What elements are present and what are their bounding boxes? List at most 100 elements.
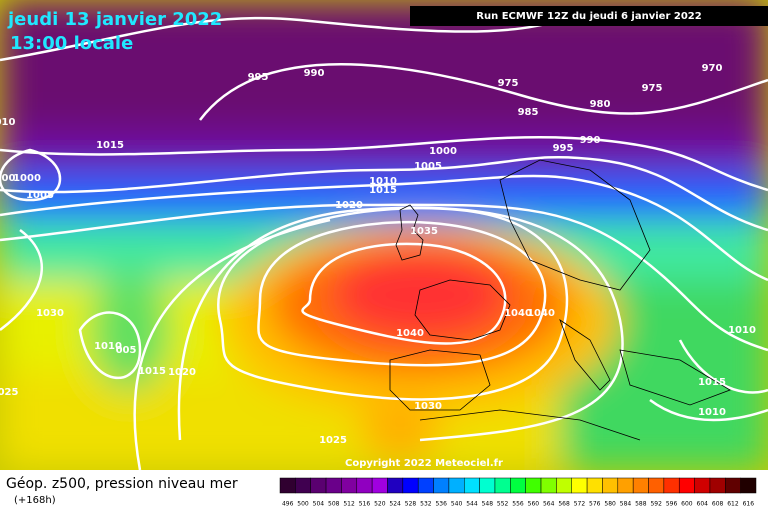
scale-label: 576 bbox=[589, 501, 601, 508]
scale-swatch bbox=[709, 477, 726, 494]
scale-label: 496 bbox=[282, 501, 294, 508]
isobar-label: 1015 bbox=[96, 140, 124, 151]
scale-label: 508 bbox=[328, 501, 340, 508]
scale-swatch bbox=[602, 477, 619, 494]
scale-label: 548 bbox=[482, 501, 494, 508]
run-info: Run ECMWF 12Z du jeudi 6 janvier 2022 bbox=[476, 11, 701, 22]
time: 13:00 locale bbox=[10, 33, 133, 54]
scale-label: 560 bbox=[528, 501, 540, 508]
isobar-label: 1005 bbox=[414, 161, 442, 172]
scale-label: 528 bbox=[405, 501, 417, 508]
isobar-label: 1010 bbox=[698, 407, 726, 418]
scale-swatch bbox=[417, 477, 434, 494]
scale-swatch bbox=[341, 477, 358, 494]
map-background bbox=[0, 0, 768, 470]
scale-label: 536 bbox=[435, 501, 447, 508]
scale-label: 600 bbox=[681, 501, 693, 508]
scale-label: 540 bbox=[451, 501, 463, 508]
scale-swatch bbox=[310, 477, 327, 494]
isobar-label: 995 bbox=[248, 72, 269, 83]
coastlines bbox=[389, 159, 731, 441]
copyright: Copyright 2022 Meteociel.fr bbox=[345, 458, 503, 469]
scale-swatch bbox=[663, 477, 680, 494]
isobar-label: 1025 bbox=[319, 435, 347, 446]
isobar-label: 1040 bbox=[504, 308, 532, 319]
isobar-label: 000 bbox=[0, 173, 15, 184]
scale-label: 552 bbox=[497, 501, 509, 508]
isobar-label: 975 bbox=[642, 83, 663, 94]
date: jeudi 13 janvier 2022 bbox=[7, 9, 222, 30]
isobar-label: 1000 bbox=[13, 173, 41, 184]
isobar-label: 1020 bbox=[335, 200, 363, 211]
scale-swatch bbox=[295, 477, 311, 494]
isobar-label: 1020 bbox=[168, 367, 196, 378]
isobar-label: 980 bbox=[590, 99, 611, 110]
run-banner bbox=[410, 6, 768, 26]
isobar-label: 1010 bbox=[94, 341, 122, 352]
scale-label: 604 bbox=[697, 501, 709, 508]
scale-swatch bbox=[725, 477, 741, 494]
scale-label: 584 bbox=[620, 501, 632, 508]
footer-title: Géop. z500, pression niveau mer bbox=[6, 476, 238, 492]
scale-swatch bbox=[464, 477, 480, 494]
isobar-label: 1030 bbox=[36, 308, 64, 319]
scale-label: 616 bbox=[743, 501, 755, 508]
scale-label: 544 bbox=[466, 501, 478, 508]
scale-swatch bbox=[448, 477, 465, 494]
scale-label: 500 bbox=[297, 501, 309, 508]
scale-label: 588 bbox=[635, 501, 647, 508]
isobar-label: 1010 bbox=[728, 325, 756, 336]
scale-swatch bbox=[540, 477, 557, 494]
scale-swatch bbox=[325, 477, 342, 494]
scale-label: 532 bbox=[420, 501, 432, 508]
isobar-label: 990 bbox=[580, 135, 601, 146]
isobar-label: 025 bbox=[0, 387, 18, 398]
scale-label: 564 bbox=[543, 501, 555, 508]
isobar-label: 010 bbox=[0, 117, 15, 128]
scale-swatch bbox=[371, 477, 388, 494]
isobar-label: 1015 bbox=[698, 377, 726, 388]
scale-swatch bbox=[479, 477, 496, 494]
scale-swatch bbox=[632, 477, 649, 494]
isobar-labels: 995 9909759709759809859909951000100510101… bbox=[0, 63, 756, 446]
isobar-label: 990 bbox=[304, 68, 325, 79]
scale-swatch bbox=[494, 477, 511, 494]
isobar-label: 985 bbox=[518, 107, 539, 118]
scale-label: 504 bbox=[313, 501, 325, 508]
scale-label: 568 bbox=[558, 501, 570, 508]
lead-time: (+168h) bbox=[14, 495, 56, 506]
scale-swatch bbox=[571, 477, 588, 494]
scale-label: 524 bbox=[389, 501, 401, 508]
scale-swatch bbox=[279, 477, 296, 494]
scale-swatch bbox=[740, 477, 757, 494]
scale-label: 592 bbox=[650, 501, 662, 508]
scale-swatch bbox=[617, 477, 634, 494]
scale-swatch bbox=[556, 477, 572, 494]
scale-label: 556 bbox=[512, 501, 524, 508]
isobar-label: 1010 bbox=[369, 176, 397, 187]
scale-swatch bbox=[356, 477, 373, 494]
isobar-label: 1035 bbox=[410, 226, 438, 237]
scale-label: 572 bbox=[574, 501, 586, 508]
scale-swatch bbox=[648, 477, 665, 494]
isobar-label: 975 bbox=[498, 78, 519, 89]
scale-swatch bbox=[433, 477, 450, 494]
isobar-label: 1030 bbox=[414, 401, 442, 412]
scale-label: 608 bbox=[712, 501, 724, 508]
isobar-label: 005 bbox=[116, 345, 137, 356]
isobar-label: 1000 bbox=[429, 146, 457, 157]
isobar-label: 995 bbox=[553, 143, 574, 154]
scale-swatch bbox=[510, 477, 526, 494]
scale-label: 580 bbox=[604, 501, 616, 508]
scale-swatch bbox=[694, 477, 711, 494]
scale-label: 516 bbox=[359, 501, 371, 508]
scale-swatch bbox=[525, 477, 542, 494]
scale-label: 612 bbox=[727, 501, 739, 508]
isobar-label: 970 bbox=[702, 63, 723, 74]
scale-swatch bbox=[678, 477, 695, 494]
isobar-label: 1015 bbox=[369, 185, 397, 196]
scale-label: 596 bbox=[666, 501, 678, 508]
isobar-label: 1005 bbox=[26, 190, 54, 201]
isobar-label: 1015 bbox=[138, 366, 166, 377]
